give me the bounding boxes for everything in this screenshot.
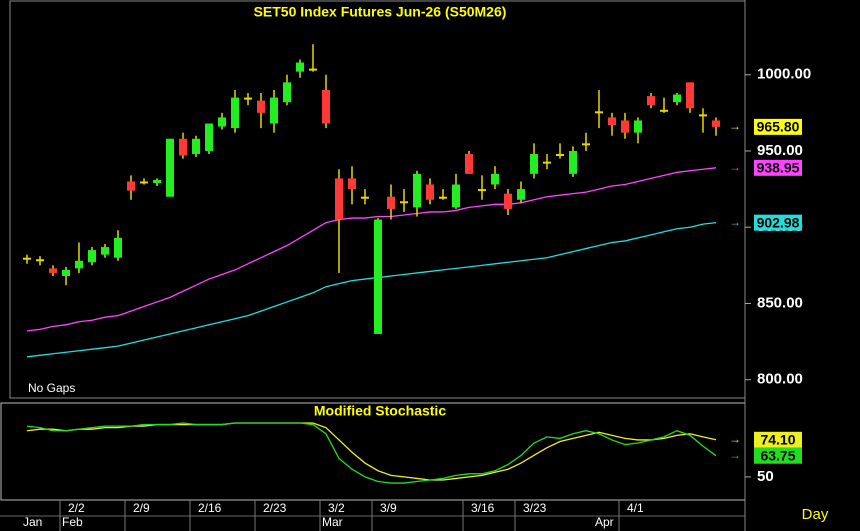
- y-tick-label: 50: [757, 468, 774, 485]
- candle-body: [452, 184, 460, 208]
- candle-body: [634, 120, 642, 133]
- x-tick-label: 2/2: [68, 501, 85, 515]
- last-value-box: [754, 431, 802, 448]
- candle-body: [153, 179, 161, 183]
- last-value-label: 74.10: [760, 432, 795, 448]
- candle-body: [75, 260, 83, 269]
- stoch-line: [26, 422, 717, 484]
- candle-body: [114, 237, 122, 258]
- candle-body: [478, 189, 486, 192]
- moving-average: [26, 222, 717, 358]
- candle-body: [374, 219, 382, 334]
- label-arrow: →: [729, 432, 741, 446]
- candle-body: [686, 82, 694, 109]
- candle-body: [244, 97, 252, 100]
- candle-body: [504, 193, 512, 209]
- label-arrow: →: [729, 119, 741, 133]
- x-tick-label: 2/16: [198, 501, 222, 515]
- candle-body: [491, 173, 499, 185]
- month-label: Jan: [23, 515, 42, 529]
- candle-body: [88, 250, 96, 263]
- last-value-label: 965.80: [757, 119, 800, 135]
- x-tick-label: 3/2: [328, 501, 345, 515]
- candle-body: [218, 117, 226, 127]
- candle-body: [530, 154, 538, 174]
- candle-body: [361, 196, 369, 199]
- month-label: Mar: [322, 515, 343, 529]
- y-tick-label: 800.00: [757, 371, 803, 388]
- candle-body: [387, 196, 395, 209]
- candle-body: [127, 181, 135, 191]
- label-arrow: →: [729, 160, 741, 174]
- candle-body: [335, 178, 343, 220]
- candle-body: [517, 189, 525, 200]
- candle-body: [543, 161, 551, 164]
- moving-average: [26, 167, 717, 332]
- candle-body: [101, 247, 109, 255]
- month-label: Feb: [62, 515, 83, 529]
- candle-body: [231, 97, 239, 129]
- candle-body: [49, 268, 57, 273]
- last-value-box: [754, 159, 802, 176]
- month-label: Apr: [595, 515, 614, 529]
- candle-body: [309, 68, 317, 71]
- candle-body: [283, 82, 291, 103]
- candle-body: [140, 181, 148, 184]
- stoch-line: [26, 422, 717, 481]
- candle-body: [569, 150, 577, 174]
- candle-body: [673, 94, 681, 103]
- last-value-label: 63.75: [760, 447, 795, 463]
- candle-body: [439, 196, 447, 199]
- note: No Gaps: [28, 381, 75, 395]
- candle-body: [699, 114, 707, 117]
- y-tick-label: 1000.00: [757, 66, 811, 83]
- candle-body: [660, 109, 668, 112]
- candle-body: [179, 138, 187, 156]
- candle-body: [270, 97, 278, 124]
- candle-body: [23, 257, 31, 260]
- x-tick-label: 3/23: [523, 501, 547, 515]
- candle-body: [192, 138, 200, 155]
- y-tick-label: 850.00: [757, 294, 803, 311]
- x-tick-label: 4/1: [627, 501, 644, 515]
- candle-body: [322, 89, 330, 124]
- candle-body: [296, 62, 304, 72]
- candle-body: [426, 184, 434, 200]
- x-tick-label: 2/9: [133, 501, 150, 515]
- last-value-label: 902.98: [757, 214, 800, 230]
- last-value-label: 938.95: [757, 160, 800, 176]
- candle-body: [595, 111, 603, 114]
- candle-body: [62, 269, 70, 277]
- y-tick-label: 950.00: [757, 142, 803, 159]
- chart-title: SET50 Index Futures Jun-26 (S50M26): [254, 4, 507, 20]
- candle-body: [465, 154, 473, 174]
- candle-body: [621, 120, 629, 133]
- label-arrow: →: [729, 448, 741, 462]
- stoch-title: Modified Stochastic: [314, 403, 446, 419]
- candle-body: [36, 259, 44, 262]
- candle-body: [205, 123, 213, 151]
- candle-body: [257, 100, 265, 113]
- candle-body: [413, 173, 421, 208]
- period-label: Day: [802, 506, 829, 523]
- last-value-box: [754, 118, 802, 135]
- x-tick-label: 3/16: [471, 501, 495, 515]
- candle-body: [582, 143, 590, 146]
- candle-body: [348, 178, 356, 190]
- candle-body: [166, 138, 174, 197]
- candle-body: [608, 117, 616, 126]
- candle-body: [556, 154, 564, 157]
- candle-body: [400, 201, 408, 204]
- x-tick-label: 3/9: [380, 501, 397, 515]
- candle-body: [647, 96, 655, 106]
- last-value-box: [754, 214, 802, 231]
- label-arrow: →: [729, 215, 741, 229]
- x-tick-label: 2/23: [263, 501, 287, 515]
- candle-body: [712, 120, 720, 127]
- last-value-box: [754, 447, 802, 464]
